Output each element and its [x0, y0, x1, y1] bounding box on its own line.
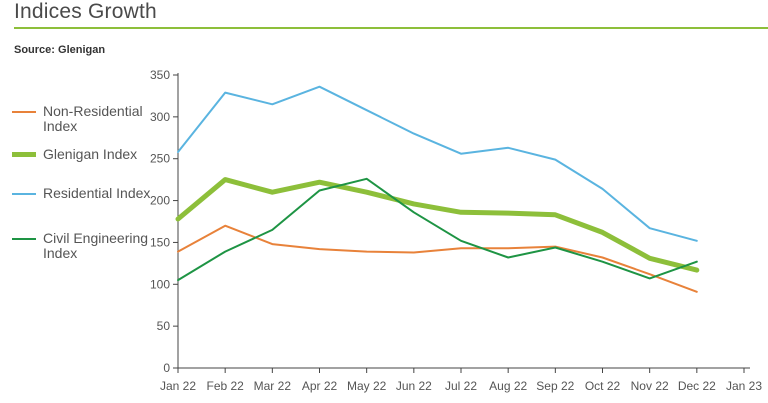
legend-swatch-residential [12, 193, 36, 195]
x-tick-label-2: Mar 22 [254, 379, 292, 393]
x-tick-label-1: Feb 22 [206, 379, 244, 393]
x-tick-label-5: Jun 22 [396, 379, 432, 393]
legend-label-residential: Residential Index [43, 185, 151, 201]
title-divider [14, 27, 768, 29]
legend-swatch-non-residential [12, 111, 36, 113]
y-tick-label-100: 100 [150, 277, 170, 291]
x-tick-label-4: May 22 [347, 379, 387, 393]
page-title: Indices Growth [14, 0, 157, 23]
y-tick-label-300: 300 [150, 110, 170, 124]
legend-swatch-glenigan [12, 152, 36, 157]
x-tick-label-0: Jan 22 [160, 379, 196, 393]
legend-swatch-civil-engineering [12, 238, 36, 240]
x-tick-label-12: Jan 23 [726, 379, 762, 393]
series-line-non-residential-index [177, 224, 698, 293]
x-tick-label-3: Apr 22 [302, 379, 338, 393]
legend-label-glenigan: Glenigan Index [43, 146, 138, 162]
x-tick-label-11: Dec 22 [678, 379, 716, 393]
x-tick-label-9: Oct 22 [585, 379, 621, 393]
y-tick-label-250: 250 [150, 152, 170, 166]
x-tick-label-7: Aug 22 [489, 379, 527, 393]
x-tick-label-6: Jul 22 [445, 379, 477, 393]
y-tick-label-50: 50 [157, 319, 171, 333]
legend-label-non-residential: Non-Residential Index [43, 103, 143, 134]
series-line-civil-engineering-index [177, 177, 698, 282]
y-tick-label-200: 200 [150, 194, 170, 208]
y-tick-label-350: 350 [150, 68, 170, 82]
legend-label-civil-engineering: Civil Engineering Index [43, 230, 149, 261]
x-tick-label-8: Sep 22 [536, 379, 574, 393]
series-line-glenigan-index [175, 177, 700, 273]
x-tick-label-10: Nov 22 [631, 379, 669, 393]
y-tick-label-150: 150 [150, 235, 170, 249]
series-line-residential-index [177, 85, 698, 242]
source-note: Source: Glenigan [14, 44, 106, 56]
y-tick-label-0: 0 [163, 361, 170, 375]
